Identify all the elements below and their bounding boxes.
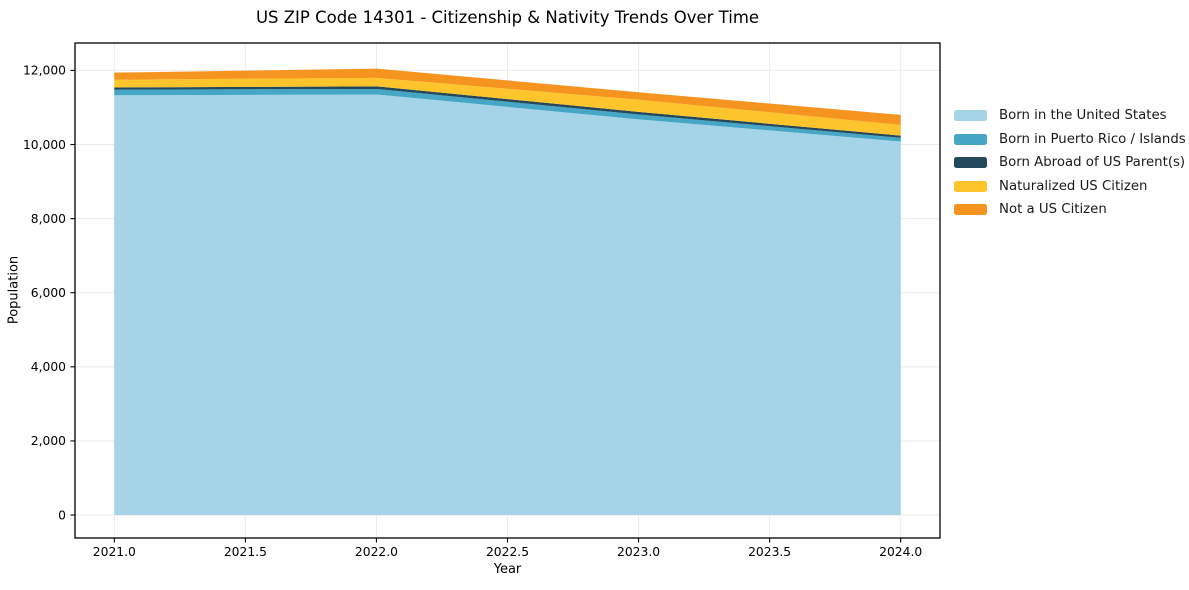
legend: Born in the United States Born in Puerto …	[954, 104, 1186, 222]
y-tick-label: 12,000	[23, 64, 66, 78]
x-tick-label: 2022.5	[486, 545, 529, 559]
y-tick-label: 0	[58, 508, 66, 522]
legend-swatch-icon	[954, 110, 987, 122]
x-axis-label: Year	[493, 562, 522, 577]
legend-item: Born in Puerto Rico / Islands	[954, 128, 1186, 152]
legend-item: Born in the United States	[954, 104, 1186, 128]
x-tick-label: 2021.0	[93, 545, 136, 559]
y-axis-label: Population	[6, 255, 22, 325]
area-series	[114, 88, 901, 142]
legend-label: Born in Puerto Rico / Islands	[999, 131, 1186, 147]
x-tick-label: 2023.0	[617, 545, 660, 559]
area-series	[114, 94, 901, 516]
y-tick-label: 4,000	[31, 360, 66, 374]
legend-item: Born Abroad of US Parent(s)	[954, 151, 1186, 175]
legend-item: Not a US Citizen	[954, 198, 1186, 222]
x-tick-label: 2024.0	[879, 545, 922, 559]
legend-swatch-icon	[954, 180, 987, 192]
y-tick-label: 6,000	[31, 286, 66, 300]
legend-swatch-icon	[954, 157, 987, 169]
area-series	[114, 68, 901, 125]
chart-title: US ZIP Code 14301 - Citizenship & Nativi…	[255, 8, 760, 27]
legend-label: Not a US Citizen	[999, 202, 1107, 218]
legend-swatch-icon	[954, 133, 987, 145]
legend-label: Naturalized US Citizen	[999, 178, 1148, 194]
x-tick-label: 2023.5	[748, 545, 791, 559]
legend-label: Born Abroad of US Parent(s)	[999, 155, 1186, 171]
y-tick-label: 2,000	[31, 434, 66, 448]
legend-label: Born in the United States	[999, 108, 1167, 124]
y-tick-label: 10,000	[23, 138, 66, 152]
legend-item: Naturalized US Citizen	[954, 175, 1186, 199]
area-series	[114, 77, 901, 136]
x-tick-label: 2022.0	[355, 545, 398, 559]
legend-swatch-icon	[954, 204, 987, 216]
y-tick-label: 8,000	[31, 212, 66, 226]
x-tick-label: 2021.5	[224, 545, 267, 559]
